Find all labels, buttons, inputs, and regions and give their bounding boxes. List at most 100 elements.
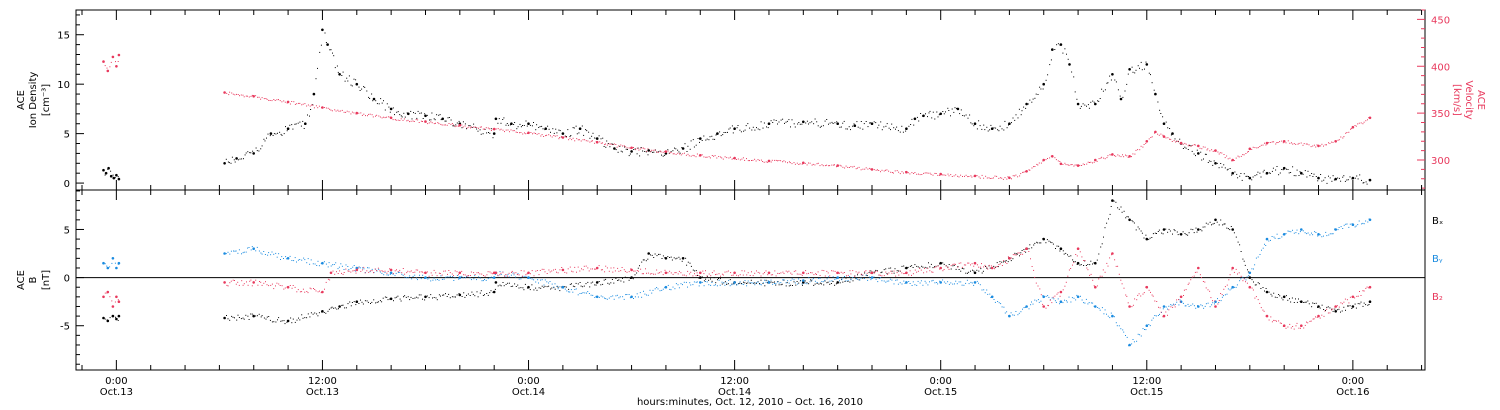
density-velocity-series-0-dot <box>114 177 116 179</box>
bfield-series-0-dot <box>1010 260 1012 262</box>
density-velocity-series-1-dot <box>606 144 608 146</box>
density-velocity-series-1-dot <box>1238 156 1240 158</box>
bfield-series-2-dot <box>908 274 910 276</box>
bfield-series-0-dot <box>868 272 870 274</box>
bfield-series-1-dot <box>268 252 270 254</box>
bfield-series-2-dot <box>268 285 270 287</box>
bfield-series-0-dot <box>1140 230 1142 232</box>
density-velocity-series-1-dot <box>387 116 389 118</box>
bfield-series-2-dot <box>782 271 784 273</box>
bfield-series-0-dot <box>536 289 538 291</box>
density-velocity-series-1-dot <box>839 164 841 166</box>
density-velocity-series-0-dot <box>846 128 848 130</box>
density-velocity-series-0-dot <box>310 109 312 110</box>
bfield-series-1-dot <box>770 279 772 281</box>
bfield-series-1-dot <box>708 284 710 286</box>
bfield-series-0-point-0-3 <box>115 317 118 321</box>
bfield-series-2-dot <box>1160 311 1162 313</box>
density-velocity-series-1-dot <box>641 147 643 149</box>
bfield-series-2-dot <box>990 265 992 267</box>
bfield-series-1-dot <box>1234 286 1235 288</box>
bfield-series-1-dot <box>1151 319 1153 321</box>
density-velocity-series-1-dot <box>412 120 414 122</box>
bfield-series-0-point-1-8 <box>458 293 462 297</box>
bfield-series-0-dot <box>490 290 492 292</box>
bfield-series-0-dot <box>386 296 388 298</box>
bfield-series-2-dot <box>109 296 111 298</box>
bfield-series-1-dot <box>1152 317 1154 319</box>
bfield-series-1-dot <box>1045 295 1047 297</box>
density-velocity-series-0-dot <box>891 123 893 125</box>
bfield-series-1-dot <box>243 251 245 253</box>
density-velocity-series-0-dot <box>450 119 452 121</box>
bfield-series-1-dot <box>912 281 914 283</box>
bfield-series-0-dot <box>533 289 535 291</box>
bfield-series-0-dot <box>463 292 465 294</box>
density-velocity-series-1-dot <box>1292 143 1294 145</box>
bfield-series-0-dot <box>1195 227 1197 229</box>
bfield-series-1-dot <box>880 277 882 279</box>
bfield-series-1-dot <box>1259 254 1261 255</box>
density-velocity-series-1-dot <box>1137 149 1139 151</box>
bfield-series-0-dot <box>1103 236 1104 238</box>
bfield-series-1-dot <box>819 277 821 279</box>
density-velocity-series-0-point-0-1 <box>104 171 108 175</box>
bfield-series-1-dot <box>1133 341 1135 343</box>
bfield-series-1-dot <box>767 280 769 282</box>
bfield-series-1-dot <box>1253 268 1254 270</box>
bfield-series-2-dot <box>898 274 900 276</box>
density-velocity-series-1-dot <box>1145 142 1147 144</box>
density-velocity-series-1-dot <box>1115 155 1117 157</box>
bfield-series-1-dot <box>1195 307 1197 309</box>
bfield-series-1-dot <box>1224 294 1226 296</box>
density-velocity-series-1-dot <box>793 162 795 164</box>
density-velocity-series-0-dot <box>541 125 543 127</box>
density-velocity-series-0-dot <box>766 126 767 128</box>
density-velocity-series-1-dot <box>722 158 724 160</box>
density-velocity-series-1-dot <box>1226 155 1228 157</box>
bfield-series-2-dot <box>473 272 475 274</box>
bfield-series-0-dot <box>973 270 975 272</box>
bfield-series-1-dot <box>471 279 472 281</box>
bfield-series-0-dot <box>410 296 412 298</box>
bfield-series-2-dot <box>544 271 546 273</box>
bfield-series-1-dot <box>499 271 501 273</box>
density-velocity-series-1-dot <box>935 173 937 174</box>
bfield-series-2-dot <box>621 267 623 268</box>
density-velocity-series-0-dot <box>552 128 554 130</box>
bfield-series-0-dot <box>821 283 822 285</box>
density-velocity-series-1-dot <box>226 92 228 94</box>
bfield-series-0-dot <box>1004 260 1006 262</box>
density-velocity-series-0-dot <box>661 154 662 156</box>
bfield-series-1-dot <box>1013 314 1015 316</box>
bfield-series-2-dot <box>813 274 815 276</box>
bfield-series-2-dot <box>374 268 376 270</box>
bfield-series-2-dot <box>953 263 955 265</box>
bfield-series-1-dot <box>369 271 371 273</box>
density-velocity-series-1-dot <box>550 135 551 137</box>
bfield-series-0-dot <box>1070 255 1072 257</box>
bfield-series-1-dot <box>271 251 273 253</box>
bfield-series-0-dot <box>242 317 244 319</box>
bfield-series-1-dot <box>799 280 801 282</box>
bfield-series-2-dot <box>785 270 787 272</box>
bfield-series-2-dot <box>805 270 807 272</box>
bfield-series-0-dot <box>605 278 607 280</box>
bfield-series-0-dot <box>798 282 800 284</box>
bfield-series-2-dot <box>727 270 729 272</box>
density-velocity-series-0-point-2-13 <box>716 132 719 135</box>
density-velocity-series-1-dot <box>406 120 408 122</box>
bfield-series-2-dot <box>934 267 936 269</box>
bfield-series-1-dot <box>1037 299 1039 301</box>
density-velocity-series-1-dot <box>1071 164 1073 165</box>
bfield-series-1-dot <box>798 278 800 280</box>
density-velocity-series-0-point-2-7 <box>613 147 616 150</box>
density-velocity-series-0-dot <box>983 124 985 126</box>
density-velocity-series-1-dot <box>394 119 396 120</box>
density-velocity-series-1-dot <box>1305 143 1307 145</box>
bfield-series-2-dot <box>511 271 512 273</box>
bfield-series-1-dot <box>227 251 229 253</box>
density-velocity-series-1-dot <box>299 102 301 104</box>
density-velocity-series-1-dot <box>626 147 628 149</box>
bfield-series-1-dot <box>594 297 596 298</box>
